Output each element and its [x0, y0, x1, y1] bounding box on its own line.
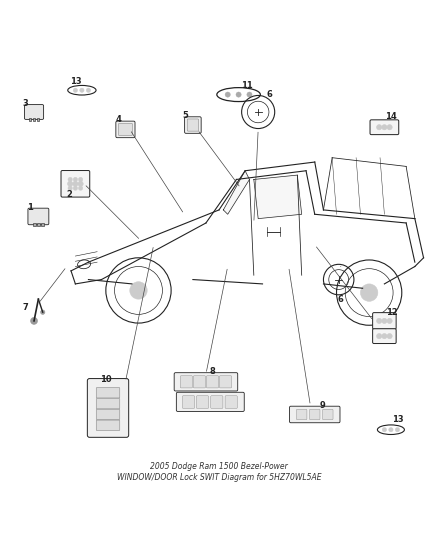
- Circle shape: [247, 92, 252, 97]
- FancyBboxPatch shape: [373, 313, 396, 329]
- Circle shape: [86, 88, 91, 92]
- Circle shape: [73, 181, 78, 187]
- Text: 11: 11: [241, 82, 253, 91]
- FancyBboxPatch shape: [96, 387, 120, 398]
- FancyBboxPatch shape: [180, 376, 192, 388]
- Circle shape: [73, 177, 78, 182]
- Text: 5: 5: [183, 110, 188, 119]
- Circle shape: [377, 125, 382, 130]
- Circle shape: [382, 318, 387, 324]
- Text: 7: 7: [22, 303, 28, 312]
- FancyBboxPatch shape: [206, 376, 219, 388]
- Circle shape: [225, 92, 230, 97]
- Bar: [37, 223, 40, 226]
- Circle shape: [387, 318, 392, 324]
- Circle shape: [236, 92, 241, 97]
- Circle shape: [395, 427, 399, 432]
- FancyBboxPatch shape: [297, 409, 307, 419]
- Text: 3: 3: [22, 99, 28, 108]
- Circle shape: [78, 177, 83, 182]
- Text: 4: 4: [115, 115, 121, 124]
- Circle shape: [382, 334, 387, 339]
- Circle shape: [377, 318, 382, 324]
- Circle shape: [68, 177, 72, 182]
- Text: 10: 10: [100, 375, 112, 384]
- FancyBboxPatch shape: [196, 396, 208, 408]
- Text: 9: 9: [320, 401, 325, 410]
- FancyBboxPatch shape: [174, 373, 238, 391]
- Circle shape: [382, 427, 387, 432]
- FancyBboxPatch shape: [185, 117, 201, 133]
- FancyBboxPatch shape: [193, 376, 205, 388]
- FancyBboxPatch shape: [96, 420, 120, 431]
- Text: 13: 13: [392, 415, 403, 424]
- Bar: [37, 118, 39, 120]
- FancyBboxPatch shape: [116, 121, 135, 138]
- FancyBboxPatch shape: [177, 392, 244, 411]
- Circle shape: [387, 334, 392, 339]
- Circle shape: [41, 310, 45, 314]
- Circle shape: [67, 181, 73, 187]
- Text: 6: 6: [337, 295, 343, 304]
- FancyBboxPatch shape: [225, 396, 237, 408]
- Text: 8: 8: [210, 367, 215, 376]
- Text: 1: 1: [27, 203, 32, 212]
- Circle shape: [31, 318, 38, 325]
- Circle shape: [130, 282, 147, 299]
- Bar: [41, 223, 44, 226]
- Circle shape: [78, 186, 83, 190]
- Polygon shape: [254, 175, 302, 219]
- FancyBboxPatch shape: [118, 123, 132, 135]
- Bar: [33, 118, 35, 120]
- Text: WINDOW/DOOR Lock SWIT Diagram for 5HZ70WL5AE: WINDOW/DOOR Lock SWIT Diagram for 5HZ70W…: [117, 473, 321, 482]
- FancyBboxPatch shape: [219, 376, 232, 388]
- Text: 14: 14: [385, 112, 397, 121]
- Circle shape: [73, 88, 78, 92]
- FancyBboxPatch shape: [290, 406, 340, 423]
- FancyBboxPatch shape: [322, 409, 333, 419]
- FancyBboxPatch shape: [61, 171, 90, 197]
- Circle shape: [68, 186, 72, 190]
- FancyBboxPatch shape: [370, 120, 399, 135]
- Circle shape: [377, 334, 382, 339]
- Circle shape: [387, 125, 392, 130]
- FancyBboxPatch shape: [373, 329, 396, 344]
- FancyBboxPatch shape: [25, 104, 44, 119]
- Circle shape: [78, 181, 83, 187]
- FancyBboxPatch shape: [87, 378, 129, 437]
- FancyBboxPatch shape: [28, 208, 49, 225]
- FancyBboxPatch shape: [96, 409, 120, 419]
- Bar: [29, 118, 32, 120]
- Text: 6: 6: [266, 90, 272, 99]
- Circle shape: [382, 125, 387, 130]
- Text: 2: 2: [66, 190, 72, 199]
- Polygon shape: [223, 171, 250, 214]
- Circle shape: [389, 427, 393, 432]
- FancyBboxPatch shape: [96, 398, 120, 409]
- FancyBboxPatch shape: [183, 396, 194, 408]
- Circle shape: [80, 88, 84, 92]
- FancyBboxPatch shape: [187, 119, 198, 131]
- Text: 13: 13: [70, 77, 81, 86]
- Text: 12: 12: [386, 308, 398, 317]
- FancyBboxPatch shape: [211, 396, 223, 408]
- Circle shape: [73, 186, 78, 190]
- FancyBboxPatch shape: [310, 409, 320, 419]
- Bar: [33, 223, 36, 226]
- Text: 2005 Dodge Ram 1500 Bezel-Power: 2005 Dodge Ram 1500 Bezel-Power: [150, 462, 288, 471]
- Circle shape: [360, 284, 378, 301]
